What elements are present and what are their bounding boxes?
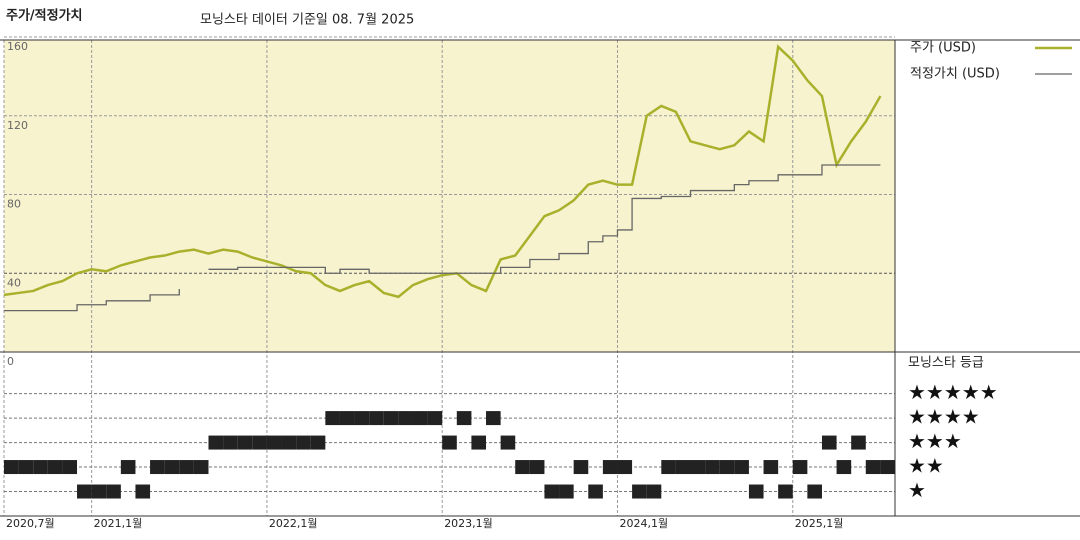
rating-label: ★ (908, 478, 926, 502)
rating-bar (836, 460, 852, 475)
x-tick-label: 2025,1월 (795, 517, 844, 530)
rating-bar (442, 435, 457, 450)
rating-bar (675, 460, 691, 475)
rating-bar (471, 435, 487, 450)
rating-bar (486, 411, 501, 426)
rating-bar (135, 484, 151, 499)
rating-bar (208, 435, 224, 450)
rating-bar (544, 484, 560, 499)
rating-bar (661, 460, 676, 475)
rating-bar (150, 460, 165, 475)
rating-bar (719, 460, 735, 475)
rating-bar (164, 460, 180, 475)
rating-bar (398, 411, 413, 426)
rating-bar (383, 411, 399, 426)
rating-bar (296, 435, 311, 450)
y-tick-label: 80 (7, 198, 21, 211)
rating-bar (734, 460, 749, 475)
rating-bar (851, 435, 866, 450)
rating-bar (705, 460, 720, 475)
rating-bar (266, 435, 282, 450)
rating-bar (106, 484, 121, 499)
x-tick-label: 2020,7월 (6, 517, 55, 530)
legend-label: 적정가치 (USD) (910, 67, 1000, 82)
y-tick-label: 0 (7, 355, 14, 368)
x-tick-label: 2024,1월 (619, 517, 668, 530)
rating-bar (748, 484, 764, 499)
plot-background (4, 40, 895, 352)
rating-label: ★★ (908, 454, 944, 478)
rating-bar (500, 435, 516, 450)
rating-label: ★★★★ (908, 405, 980, 429)
rating-bar (310, 435, 326, 450)
rating-bar (602, 460, 618, 475)
rating-bar (515, 460, 530, 475)
fair-value-line (4, 164, 881, 312)
rating-bar (237, 435, 253, 450)
rating-bar (18, 460, 34, 475)
rating-bar (617, 460, 633, 475)
rating-bar (4, 460, 19, 475)
rating-bar (77, 484, 92, 499)
rating-bar (179, 460, 194, 475)
rating-bar (91, 484, 107, 499)
y-tick-label: 120 (7, 119, 28, 132)
rating-bar (33, 460, 48, 475)
rating-bar (456, 411, 472, 426)
rating-bar (880, 460, 895, 475)
legend-label: 주가 (USD) (910, 41, 976, 56)
rating-bar (821, 435, 837, 450)
rating-bar (325, 411, 340, 426)
rating-label: ★★★★★ (908, 380, 998, 404)
rating-bar (369, 411, 384, 426)
rating-bar (807, 484, 822, 499)
rating-bar (529, 460, 545, 475)
chart-subtitle: 모닝스타 데이터 기준일 08. 7월 2025 (200, 13, 414, 28)
rating-bar (778, 484, 793, 499)
rating-bar (427, 411, 443, 426)
rating-title: 모닝스타 등급 (908, 356, 984, 371)
rating-bar (646, 484, 662, 499)
x-tick-label: 2022,1월 (269, 517, 318, 530)
rating-bar (252, 435, 267, 450)
rating-bar (120, 460, 136, 475)
y-tick-label: 40 (7, 276, 21, 289)
rating-bar (62, 460, 78, 475)
chart-title: 주가/적정가치 (6, 8, 83, 24)
rating-bar (47, 460, 63, 475)
rating-bar (690, 460, 706, 475)
rating-bar (339, 411, 355, 426)
price-line (3, 44, 882, 299)
rating-bar (792, 460, 808, 475)
x-tick-label: 2023,1월 (444, 517, 493, 530)
rating-bar (559, 484, 574, 499)
rating-bar (865, 460, 881, 475)
rating-bar (763, 460, 779, 475)
x-tick-label: 2021,1월 (94, 517, 143, 530)
rating-bar (632, 484, 647, 499)
rating-bar (588, 484, 603, 499)
y-tick-label: 160 (7, 40, 28, 53)
rating-bar (281, 435, 297, 450)
rating-bar (354, 411, 370, 426)
rating-label: ★★★ (908, 429, 962, 453)
rating-bar (223, 435, 238, 450)
rating-bar (573, 460, 589, 475)
rating-bar (412, 411, 428, 426)
rating-bar (193, 460, 209, 475)
